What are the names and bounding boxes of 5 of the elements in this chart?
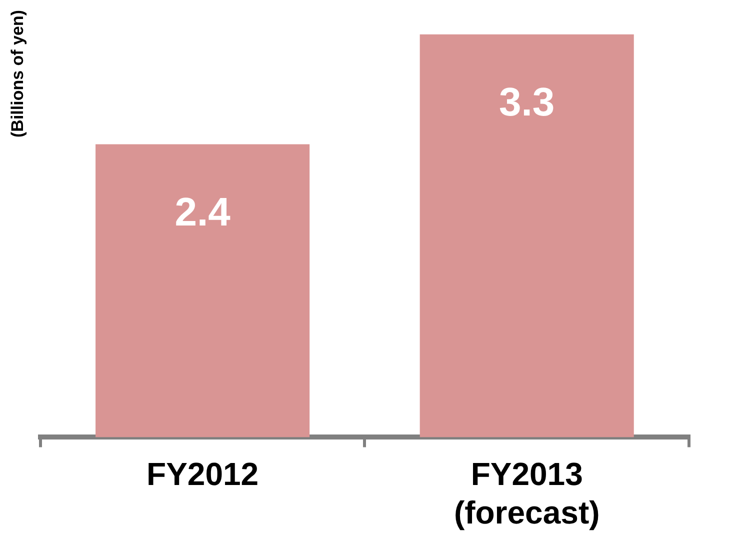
x-tick-label: FY2012 xyxy=(146,456,259,492)
x-tick-label: FY2013 (forecast) xyxy=(454,456,600,531)
y-axis-title: (Billions of yen) xyxy=(8,10,27,138)
data-label: 2.4 xyxy=(174,190,232,234)
data-label: 3.3 xyxy=(499,80,555,124)
